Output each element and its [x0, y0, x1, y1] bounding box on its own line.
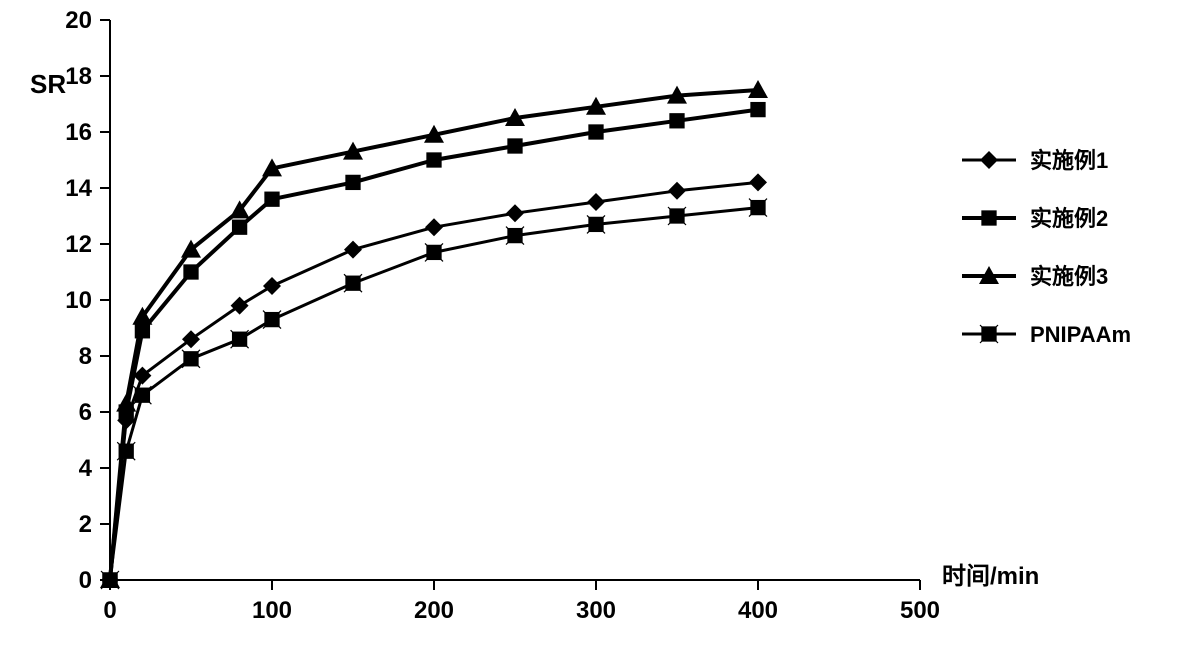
- y-tick-label: 12: [65, 231, 92, 258]
- legend-item-s3: 实施例3: [962, 264, 1108, 289]
- x-ticks: 0 100 200 300 400 500: [103, 580, 940, 624]
- x-tick-label: 500: [900, 597, 940, 624]
- y-tick-label: 2: [79, 511, 92, 538]
- x-axis-label: 时间/min: [942, 563, 1039, 590]
- legend-label: PNIPAAm: [1030, 322, 1131, 347]
- x-tick-label: 300: [576, 597, 616, 624]
- y-tick-label: 14: [65, 175, 92, 202]
- y-tick-label: 4: [79, 455, 93, 482]
- legend-label: 实施例1: [1030, 148, 1108, 173]
- y-tick-label: 0: [79, 567, 92, 594]
- legend-item-s2: 实施例2: [962, 206, 1108, 231]
- y-tick-label: 8: [79, 343, 92, 370]
- legend-label: 实施例3: [1030, 264, 1108, 289]
- sr-vs-time-chart: 0 100 200 300 400 500 0 2 4 6 8 10 12 14 16 18 20 SR 时间…: [0, 0, 1179, 663]
- legend: 实施例1 实施例2 实施例3 PNIPAAm: [962, 148, 1131, 347]
- y-tick-label: 10: [65, 287, 92, 314]
- legend-item-s1: 实施例1: [962, 148, 1108, 173]
- series-s2: [102, 102, 765, 588]
- x-tick-label: 400: [738, 597, 778, 624]
- series-s1: [101, 173, 767, 589]
- y-ticks: 0 2 4 6 8 10 12 14 16 18 20: [65, 7, 110, 594]
- y-tick-label: 20: [65, 7, 92, 34]
- y-axis-label: SR: [30, 69, 66, 99]
- y-tick-label: 18: [65, 63, 92, 90]
- series-s4: [101, 199, 767, 589]
- x-tick-label: 100: [252, 597, 292, 624]
- legend-item-s4: PNIPAAm: [962, 322, 1131, 347]
- y-tick-label: 6: [79, 399, 92, 426]
- y-tick-label: 16: [65, 119, 92, 146]
- legend-label: 实施例2: [1030, 206, 1108, 231]
- x-tick-label: 200: [414, 597, 454, 624]
- axes: [110, 20, 920, 580]
- series-group: [100, 80, 768, 589]
- x-tick-label: 0: [103, 597, 116, 624]
